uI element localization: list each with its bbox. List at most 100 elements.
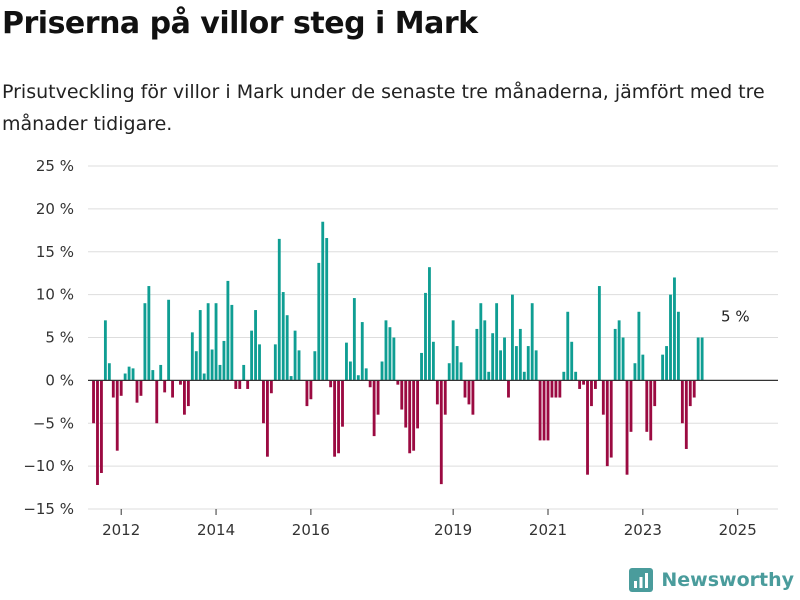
bar	[218, 364, 222, 381]
bar	[317, 262, 321, 381]
bar	[566, 311, 570, 381]
bar	[641, 354, 645, 381]
bar	[653, 380, 657, 407]
bar	[352, 298, 356, 381]
bar	[388, 327, 392, 381]
bar	[206, 303, 210, 381]
bar	[420, 352, 423, 381]
bar	[428, 267, 431, 381]
x-tick-label: 2025	[719, 521, 757, 539]
bar	[341, 380, 344, 427]
bar	[479, 303, 483, 381]
bar	[700, 337, 704, 381]
bar	[183, 380, 186, 415]
bar	[135, 380, 139, 403]
bar	[637, 311, 641, 381]
bar	[649, 380, 653, 441]
bar	[578, 380, 582, 389]
y-tick-label: 0 %	[45, 371, 74, 389]
brand-logo: Newsworthy	[629, 568, 794, 592]
bar	[329, 380, 333, 388]
bar	[530, 303, 534, 381]
bar	[680, 380, 684, 424]
bar	[601, 380, 605, 415]
chart-subtitle: Prisutveckling för villor i Mark under d…	[2, 81, 765, 135]
bar	[163, 380, 167, 393]
bar	[495, 303, 499, 381]
bar	[412, 380, 416, 451]
bar	[621, 337, 625, 381]
bar	[542, 380, 546, 441]
bar	[309, 380, 313, 400]
bar	[258, 344, 261, 381]
x-tick-label: 2014	[197, 521, 235, 539]
bar	[669, 294, 672, 381]
bar	[167, 299, 171, 381]
gridlines	[88, 165, 778, 510]
bar	[262, 380, 265, 424]
bar	[439, 380, 443, 485]
bar	[202, 373, 206, 381]
bar	[471, 380, 475, 415]
bar	[325, 238, 329, 381]
bar	[115, 380, 119, 451]
bar	[194, 351, 198, 381]
bar	[408, 380, 412, 454]
bar	[483, 320, 487, 381]
last-value-annotation: 5 %	[721, 308, 750, 326]
bar	[214, 303, 218, 381]
bar	[186, 380, 190, 407]
bar	[368, 380, 372, 388]
bar	[242, 364, 246, 381]
bar	[696, 337, 700, 381]
bar	[147, 286, 151, 381]
bar	[475, 328, 479, 381]
bar	[554, 380, 558, 398]
bar	[558, 380, 562, 398]
bar	[463, 380, 467, 398]
bar	[617, 320, 621, 381]
bar	[424, 292, 427, 381]
bar	[455, 346, 459, 381]
bar	[443, 380, 447, 415]
bar	[629, 380, 633, 432]
bar	[451, 320, 455, 381]
bar	[400, 380, 404, 410]
y-tick-label: 5 %	[45, 329, 74, 347]
bar	[333, 380, 337, 457]
bar	[380, 361, 384, 381]
bar-chart: −15 % −10 % −5 % 0 % 5 % 10 % 15 % 20 % 25 % 2012…	[23, 157, 778, 539]
bar	[289, 376, 293, 381]
bar	[139, 380, 143, 396]
bar	[625, 380, 629, 475]
bar	[665, 346, 668, 381]
y-tick-label: 15 %	[36, 243, 74, 261]
chart-title: Priserna på villor steg i Mark	[2, 6, 478, 41]
newsworthy-logo-icon	[629, 568, 654, 592]
bars	[92, 221, 704, 485]
bar	[605, 380, 609, 467]
bar	[107, 363, 111, 381]
bar	[238, 380, 242, 389]
bar	[673, 277, 676, 381]
bar	[305, 380, 309, 407]
bar	[372, 380, 376, 437]
bar	[190, 332, 194, 381]
bar	[435, 380, 439, 405]
bar	[507, 380, 510, 398]
bar	[171, 380, 174, 398]
bar	[321, 221, 325, 381]
bar	[179, 380, 182, 385]
bar	[550, 380, 554, 398]
bar	[143, 303, 147, 381]
bar	[345, 342, 348, 381]
bar	[159, 364, 163, 381]
bar	[392, 337, 396, 381]
y-tick-label: 10 %	[36, 286, 74, 304]
bar	[645, 380, 649, 432]
bar	[285, 315, 289, 381]
bar	[127, 366, 131, 381]
bar	[582, 380, 585, 385]
bar	[538, 380, 542, 441]
bar	[570, 341, 574, 381]
